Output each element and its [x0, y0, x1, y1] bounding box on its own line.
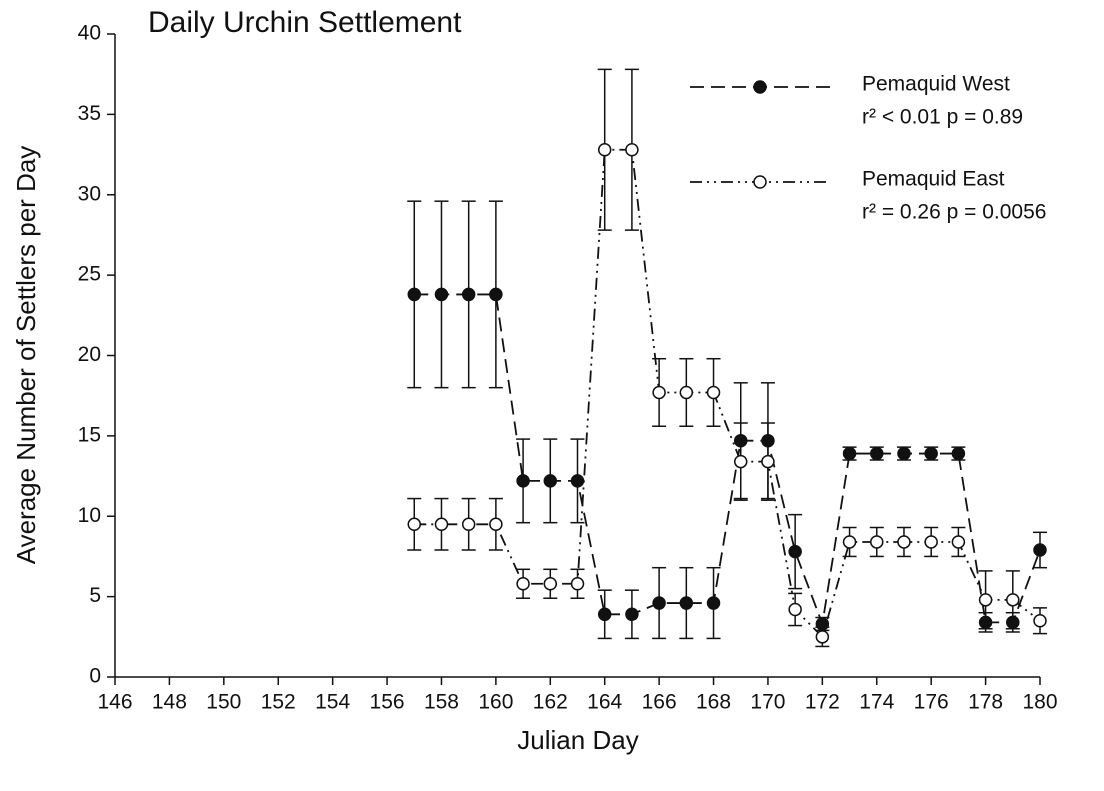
- data-point: [461, 287, 476, 302]
- data-point: [870, 446, 884, 461]
- data-point: [761, 454, 775, 469]
- data-point: [516, 577, 530, 591]
- y-tick-label: 0: [89, 665, 101, 688]
- data-point: [489, 517, 503, 532]
- y-tick-label: 35: [78, 102, 101, 125]
- data-point: [597, 607, 612, 622]
- data-point: [951, 535, 966, 549]
- data-point: [625, 607, 639, 622]
- data-point: [1033, 613, 1047, 628]
- data-point: [733, 454, 748, 469]
- y-tick-label: 25: [78, 263, 101, 286]
- series-line: [414, 293, 1041, 628]
- x-tick-label: 180: [1022, 691, 1057, 714]
- data-point: [407, 287, 422, 302]
- data-point: [897, 535, 911, 549]
- y-tick-label: 20: [78, 343, 101, 366]
- data-point: [489, 287, 503, 302]
- data-point: [543, 577, 558, 591]
- data-point: [897, 446, 911, 461]
- legend-marker: [753, 80, 767, 94]
- x-tick-label: 164: [587, 691, 622, 714]
- data-point: [570, 577, 585, 591]
- data-point: [1033, 543, 1047, 557]
- data-point: [842, 446, 857, 461]
- x-tick-label: 156: [370, 691, 405, 714]
- data-point: [870, 535, 884, 549]
- data-point: [407, 517, 422, 532]
- data-point: [543, 474, 558, 488]
- data-point: [516, 474, 530, 488]
- data-point: [978, 593, 993, 607]
- x-tick-label: 174: [859, 691, 894, 714]
- x-tick-label: 172: [805, 691, 840, 714]
- data-point: [761, 433, 775, 448]
- data-point: [461, 517, 476, 532]
- y-tick-label: 10: [78, 504, 101, 527]
- x-tick-label: 146: [97, 691, 132, 714]
- x-tick-label: 160: [478, 691, 513, 714]
- y-tick-label: 40: [78, 22, 101, 45]
- data-point: [434, 287, 449, 302]
- x-tick-label: 168: [696, 691, 731, 714]
- data-point: [597, 142, 612, 157]
- y-tick-label: 5: [89, 584, 101, 607]
- data-point: [679, 596, 694, 610]
- y-tick-label: 15: [78, 423, 101, 446]
- x-tick-label: 154: [315, 691, 350, 714]
- x-tick-label: 150: [206, 691, 241, 714]
- x-tick-label: 162: [533, 691, 568, 714]
- x-tick-label: 158: [424, 691, 459, 714]
- data-point: [706, 596, 721, 610]
- y-axis-label: Average Number of Settlers per Day: [11, 146, 41, 565]
- data-point: [924, 446, 938, 461]
- x-tick-label: 166: [642, 691, 677, 714]
- y-tick-label: 30: [78, 182, 101, 205]
- legend-label: Pemaquid West: [862, 73, 1010, 96]
- legend-label: Pemaquid East: [862, 168, 1005, 191]
- legend-marker: [753, 175, 767, 189]
- data-point: [978, 615, 993, 630]
- data-point: [815, 630, 830, 644]
- data-point: [570, 474, 585, 488]
- data-point: [733, 433, 748, 448]
- legend-stats: r² < 0.01 p = 0.89: [862, 106, 1023, 129]
- data-point: [625, 142, 639, 157]
- data-point: [788, 602, 802, 617]
- data-point: [788, 544, 802, 559]
- data-point: [652, 596, 666, 610]
- data-point: [1006, 615, 1020, 630]
- data-point: [842, 535, 857, 549]
- x-tick-label: 176: [914, 691, 949, 714]
- data-point: [679, 385, 694, 400]
- data-point: [434, 517, 449, 532]
- x-tick-label: 148: [152, 691, 187, 714]
- chart-title: Daily Urchin Settlement: [148, 6, 462, 39]
- data-point: [706, 385, 721, 400]
- x-tick-label: 170: [750, 691, 785, 714]
- x-axis-label: Julian Day: [517, 725, 638, 755]
- legend-stats: r² = 0.26 p = 0.0056: [862, 201, 1046, 224]
- x-tick-label: 178: [968, 691, 1003, 714]
- data-point: [924, 535, 938, 549]
- data-point: [1006, 593, 1020, 607]
- data-point: [652, 385, 666, 400]
- data-point: [815, 617, 830, 631]
- data-point: [951, 446, 966, 461]
- x-tick-label: 152: [261, 691, 296, 714]
